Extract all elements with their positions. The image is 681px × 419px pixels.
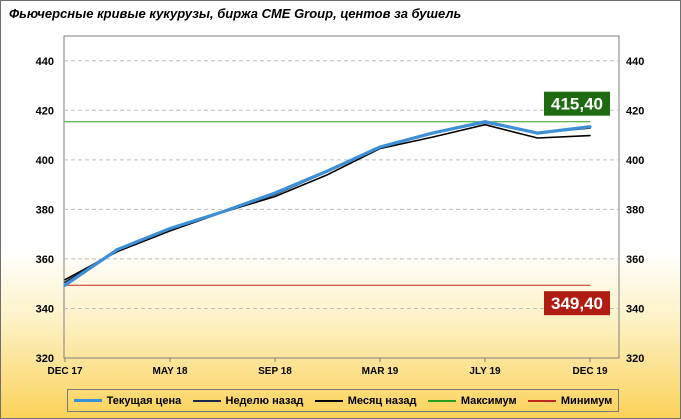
x-tick-label: JLY 19 bbox=[469, 366, 501, 377]
y-tick-label-left: 420 bbox=[36, 105, 54, 117]
series-line-1 bbox=[64, 121, 591, 284]
x-tick-label: DEC 19 bbox=[572, 366, 607, 377]
x-tick-label: MAR 19 bbox=[362, 366, 399, 377]
plot-area bbox=[63, 35, 620, 359]
y-tick-label-right: 380 bbox=[626, 204, 644, 216]
legend-item: Минимум bbox=[527, 394, 613, 407]
legend: Текущая цена Неделю назад Месяц назад Макси… bbox=[67, 389, 619, 412]
legend-swatch bbox=[192, 399, 221, 402]
legend-label: Максимум bbox=[460, 394, 517, 407]
legend-swatch bbox=[73, 399, 102, 402]
legend-swatch bbox=[314, 399, 343, 402]
legend-swatch bbox=[427, 399, 456, 402]
y-tick-label-right: 360 bbox=[626, 254, 644, 266]
x-tick-label: SEP 18 bbox=[258, 366, 292, 377]
legend-label: Текущая цена bbox=[106, 394, 182, 407]
y-tick-label-left: 380 bbox=[36, 204, 54, 216]
x-tick-label: MAY 18 bbox=[152, 366, 187, 377]
legend-item: Месяц назад bbox=[314, 394, 417, 407]
annotation-box bbox=[544, 91, 610, 116]
y-tick-label-left: 320 bbox=[36, 353, 54, 365]
x-tick-label: DEC 17 bbox=[47, 366, 82, 377]
chart-title: Фьючерсные кривые кукурузы, биржа CME Gr… bbox=[9, 6, 462, 21]
series-line-0 bbox=[63, 120, 592, 287]
legend-swatch bbox=[527, 399, 556, 402]
y-tick-label-right: 320 bbox=[626, 353, 644, 365]
annotation-label: 349,40 bbox=[551, 294, 603, 313]
y-tick-label-left: 360 bbox=[36, 254, 54, 266]
legend-item: Текущая цена bbox=[73, 394, 182, 407]
annotation-box bbox=[544, 291, 610, 316]
legend-item: Максимум bbox=[427, 394, 517, 407]
y-tick-label-right: 420 bbox=[626, 105, 644, 117]
y-tick-label-right: 440 bbox=[626, 56, 644, 68]
legend-label: Месяц назад bbox=[347, 394, 417, 407]
annotation-label: 415,40 bbox=[551, 95, 603, 114]
y-tick-label-left: 400 bbox=[36, 155, 54, 167]
y-tick-label-right: 400 bbox=[626, 155, 644, 167]
series-line-2 bbox=[64, 123, 591, 281]
y-tick-label-left: 440 bbox=[36, 56, 54, 68]
y-tick-label-left: 340 bbox=[36, 303, 54, 315]
legend-item: Неделю назад bbox=[192, 394, 304, 407]
legend-label: Неделю назад bbox=[225, 394, 304, 407]
legend-label: Минимум bbox=[560, 394, 613, 407]
y-tick-label-right: 340 bbox=[626, 303, 644, 315]
